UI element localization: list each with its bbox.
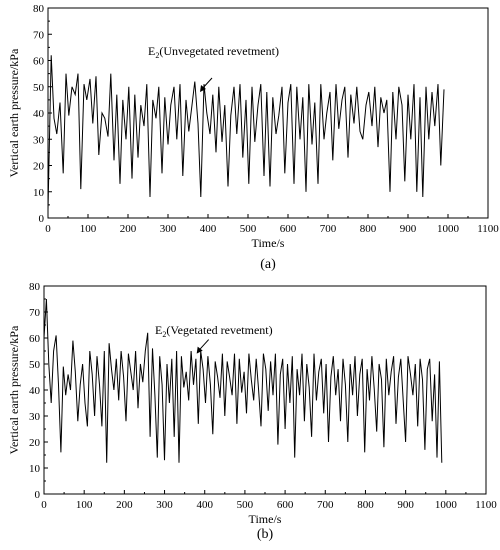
x-tick-label: 400	[196, 499, 213, 511]
x-tick-label: 800	[357, 499, 374, 511]
y-tick-label: 80	[33, 3, 45, 15]
y-tick-label: 30	[29, 411, 41, 423]
y-tick-label: 30	[33, 134, 45, 146]
x-tick-label: 1000	[435, 499, 458, 511]
chart-panel-b: 0 100 200 300 400 500 600 700 800 900 1000 1100 0 10 2…	[7, 281, 497, 542]
x-axis-label: Time/s	[252, 236, 285, 250]
x-tick-label: 1000	[437, 223, 460, 235]
panel-label: (b)	[257, 527, 274, 542]
plot-frame	[43, 285, 487, 495]
y-tick-label: 20	[33, 161, 45, 173]
series-line	[47, 55, 445, 211]
x-tick-label: 300	[156, 499, 173, 511]
y-tick-label: 70	[29, 307, 41, 319]
x-tick-label: 900	[397, 499, 414, 511]
y-axis-label: Vertical earth pressure/kPa	[7, 325, 21, 454]
y-tick-label: 40	[33, 108, 45, 120]
y-tick-label: 40	[29, 385, 41, 397]
x-tick-label: 800	[360, 223, 377, 235]
x-tick-label: 900	[400, 223, 417, 235]
y-tick-label: 50	[29, 359, 41, 371]
y-axis-label: Vertical earth pressure/kPa	[7, 48, 21, 177]
y-tick-label: 20	[29, 437, 41, 449]
x-tick-label: 0	[45, 223, 51, 235]
x-tick-label: 100	[76, 499, 93, 511]
x-axis-label: Time/s	[249, 512, 282, 526]
x-tick-label: 600	[277, 499, 294, 511]
x-tick-label: 300	[160, 223, 177, 235]
y-tick-label: 60	[33, 56, 45, 68]
y-tick-label: 80	[29, 281, 41, 293]
x-tick-label: 200	[116, 499, 133, 511]
y-tick-label: 50	[33, 82, 45, 94]
series-line	[43, 298, 443, 463]
annotation-label: E2(Unvegetated revetment)	[148, 44, 279, 60]
x-tick-label: 600	[280, 223, 297, 235]
x-tick-label: 1100	[477, 223, 499, 235]
x-tick-label: 0	[41, 499, 47, 511]
x-tick-label: 500	[237, 499, 254, 511]
x-tick-label: 500	[240, 223, 257, 235]
x-tick-label: 700	[320, 223, 337, 235]
y-tick-label: 0	[39, 213, 45, 225]
annotation-label: E2(Vegetated revetment)	[155, 323, 273, 339]
panel-label: (a)	[260, 257, 276, 272]
y-tick-label: 60	[29, 333, 41, 345]
x-tick-label: 200	[120, 223, 137, 235]
y-tick-label: 70	[33, 29, 45, 41]
x-tick-label: 100	[80, 223, 97, 235]
x-tick-label: 400	[200, 223, 217, 235]
chart-panel-a: 0 100 200 300 400 500 600 700 800 900 1000 1100 0 10 2…	[7, 3, 499, 272]
x-tick-label: 1100	[475, 499, 497, 511]
y-tick-label: 10	[29, 463, 41, 475]
x-tick-label: 700	[317, 499, 334, 511]
annotation-arrowhead	[196, 346, 203, 354]
y-tick-label: 10	[33, 187, 45, 199]
y-tick-label: 0	[35, 489, 41, 501]
annotation-arrowhead	[200, 85, 206, 92]
